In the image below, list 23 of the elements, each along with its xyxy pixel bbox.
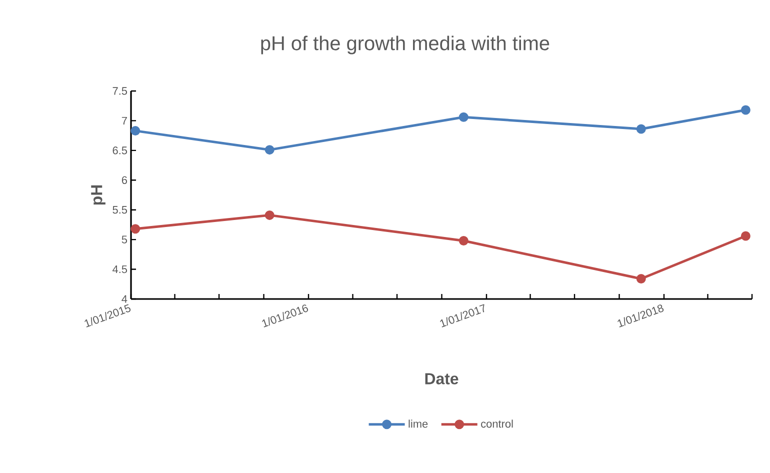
point <box>458 112 468 122</box>
point <box>130 224 140 234</box>
y-tick-label: 5 <box>122 236 128 244</box>
chart-title: pH of the growth media with time <box>261 36 550 54</box>
point <box>458 236 468 246</box>
y-axis-title: pH <box>91 185 106 205</box>
legend-label: lime <box>408 420 428 428</box>
legend-label: control <box>481 420 513 428</box>
point <box>636 274 646 284</box>
point <box>636 124 646 134</box>
y-tick-label: 6 <box>122 176 128 184</box>
y-tick-label: 5.5 <box>112 206 128 214</box>
point <box>740 105 750 115</box>
point <box>130 126 140 136</box>
y-tick-label: 7.5 <box>112 87 128 95</box>
x-axis-title: Date <box>425 373 458 384</box>
y-tick-label: 6.5 <box>112 146 128 154</box>
point <box>264 145 274 155</box>
y-tick-label: 7 <box>122 116 127 124</box>
point <box>264 210 274 220</box>
y-tick-label: 4 <box>122 295 128 303</box>
point <box>740 231 750 241</box>
y-tick-label: 4.5 <box>112 265 128 274</box>
